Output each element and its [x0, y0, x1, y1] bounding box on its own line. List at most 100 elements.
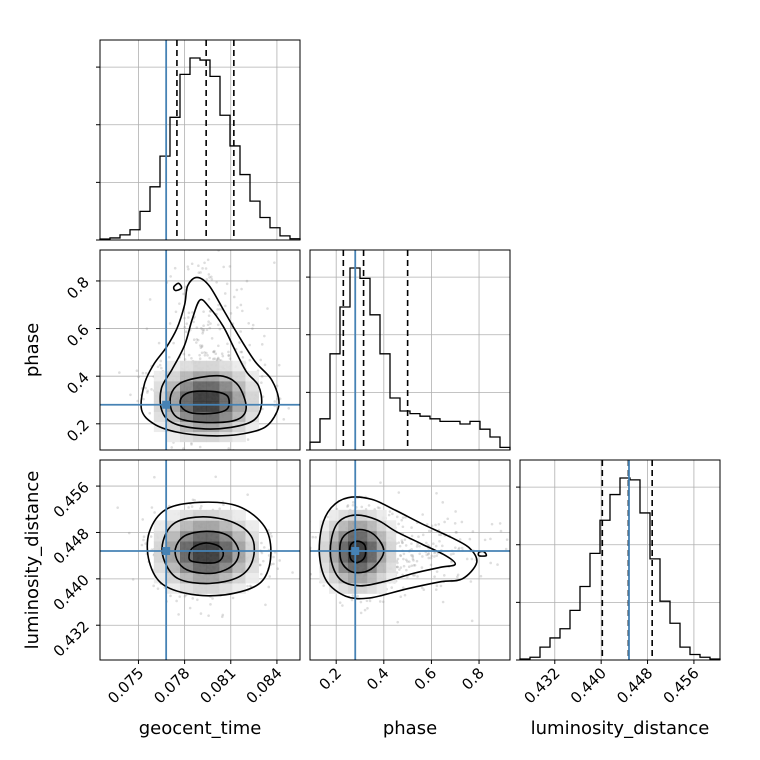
sample-point [434, 523, 437, 527]
sample-point [399, 553, 402, 557]
density-cell [166, 551, 181, 563]
sample-point [287, 406, 291, 410]
sample-point [397, 522, 400, 526]
sample-point [259, 563, 262, 567]
sample-point [152, 584, 155, 588]
sample-point [251, 323, 255, 327]
sample-point [177, 613, 180, 616]
sample-point [450, 560, 453, 564]
sample-point [517, 523, 520, 526]
ylabel-phase: phase [22, 323, 43, 377]
sample-point [471, 530, 475, 533]
sample-point [456, 575, 459, 579]
sample-point [168, 322, 172, 325]
sample-point [184, 593, 188, 597]
sample-point [195, 193, 198, 196]
sample-point [429, 563, 433, 567]
density-cell [245, 421, 259, 433]
sample-point [239, 330, 243, 333]
sample-point [311, 535, 315, 539]
density-cell [348, 551, 359, 563]
density-cell [329, 582, 340, 594]
joint-panel-geocent_time-luminosity_distance [99, 459, 301, 661]
density-cell [232, 360, 246, 372]
sample-point [212, 350, 215, 354]
sample-point [378, 600, 382, 603]
sample-point [246, 584, 249, 588]
sample-point [247, 322, 251, 325]
density-cell [206, 572, 220, 584]
sample-point [395, 515, 399, 519]
sample-point [395, 571, 399, 574]
density-cell [367, 520, 378, 532]
density-cell [232, 572, 246, 584]
density-cell [245, 401, 259, 412]
density-cell [206, 582, 220, 594]
sample-point [381, 600, 385, 604]
truth-marker-2 [351, 547, 360, 556]
sample-point [227, 350, 230, 354]
sample-point [413, 564, 417, 567]
sample-point [207, 273, 211, 276]
sample-point [452, 552, 455, 556]
sample-point [146, 391, 149, 394]
sample-point [479, 574, 483, 578]
density-cell [357, 520, 368, 532]
density-cell [180, 509, 194, 521]
contour-2-2 [329, 514, 457, 587]
ytick-label-luminosity_distance-0: 0.432 [50, 617, 93, 660]
sample-point [276, 567, 279, 571]
sample-point [346, 505, 349, 508]
contour-0-4 [172, 282, 183, 292]
sample-point [434, 588, 438, 591]
sample-point [199, 464, 202, 467]
joint-panel-phase-luminosity_distance [282, 459, 520, 661]
sample-point [294, 558, 297, 561]
density-cell [367, 541, 378, 553]
density-cell [232, 541, 246, 553]
density-cell [166, 391, 181, 402]
sample-point [272, 562, 275, 566]
density-cell [219, 562, 233, 573]
density-cell [180, 431, 194, 443]
density-cell [245, 530, 259, 542]
density-cell [338, 582, 349, 594]
sample-point [516, 568, 519, 571]
sample-point [411, 555, 415, 559]
density-cell [153, 411, 168, 422]
density-cell [206, 380, 220, 392]
sample-point [446, 517, 450, 521]
sample-point [201, 331, 204, 335]
sample-point [363, 608, 367, 612]
sample-point [231, 596, 235, 600]
sample-point [239, 350, 243, 354]
frame-joint-0 [99, 249, 301, 451]
sample-point [196, 598, 199, 602]
density-cell [219, 572, 233, 584]
sample-point [191, 471, 194, 474]
sample-point [248, 584, 252, 588]
density-cell [376, 572, 387, 584]
density-cell [232, 391, 246, 402]
sample-point [356, 594, 359, 598]
sample-point [236, 306, 239, 309]
xlabel-luminosity-distance: luminosity_distance [531, 718, 710, 739]
sample-point [218, 327, 222, 331]
sample-point [453, 522, 457, 525]
sample-point [489, 561, 493, 565]
sample-point [441, 600, 445, 604]
sample-point [140, 543, 144, 547]
sample-point [277, 363, 281, 367]
density-cell [193, 541, 207, 553]
sample-point [131, 578, 135, 581]
xtick-label-geocent_time-2: 0.081 [196, 664, 239, 707]
density-cell [193, 431, 207, 443]
sample-point [399, 554, 403, 558]
density-cell [153, 541, 168, 553]
contour-0-3 [140, 276, 280, 437]
sample-point [410, 564, 413, 568]
sample-point [261, 407, 264, 411]
sample-point [278, 559, 282, 562]
density-cell [357, 562, 368, 573]
sample-point [282, 525, 285, 528]
